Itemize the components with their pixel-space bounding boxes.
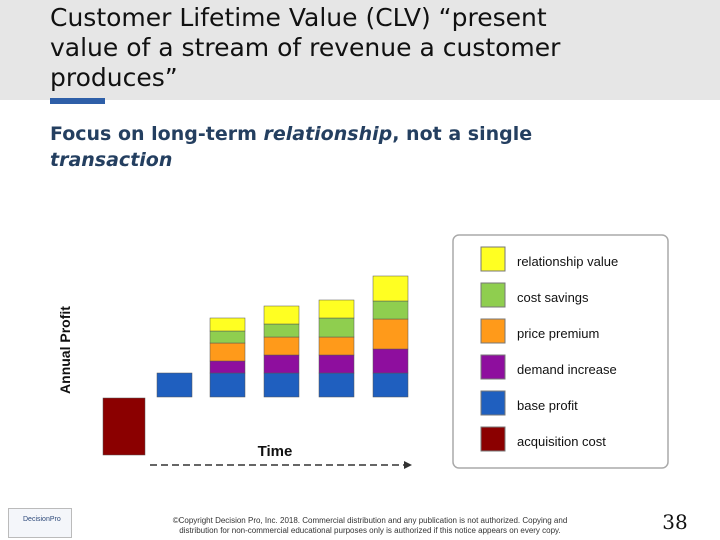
bar-segment	[318, 336, 355, 356]
bar-segment	[318, 299, 355, 319]
page-number: 38	[662, 510, 688, 534]
bar-segment	[372, 318, 409, 350]
title-line: value of a stream of revenue a customer	[50, 33, 561, 62]
arrow-head	[404, 461, 412, 469]
legend-label: cost savings	[517, 290, 589, 305]
logo: DecisionPro	[8, 508, 72, 538]
bar-segment	[372, 300, 409, 320]
subtitle: transaction	[50, 147, 172, 173]
bar-segment	[372, 372, 409, 398]
bar-segment	[209, 317, 246, 332]
legend-swatch	[480, 318, 506, 344]
legend-swatch	[480, 282, 506, 308]
x-axis-label: Time	[258, 443, 293, 460]
legend-swatch	[480, 426, 506, 452]
legend-label: acquisition cost	[517, 434, 606, 449]
copyright-line: ©Copyright Decision Pro, Inc. 2018. Comm…	[172, 516, 568, 525]
subtitle: Focus on long-term relationship, not a s…	[50, 121, 532, 147]
bar-segment	[102, 397, 146, 456]
legend-label: price premium	[517, 326, 599, 341]
legend-label: base profit	[517, 398, 578, 413]
bar-segment	[156, 372, 193, 398]
legend-swatch	[480, 246, 506, 272]
bar-segment	[372, 348, 409, 374]
bar-segment	[263, 372, 300, 398]
legend-swatch	[480, 354, 506, 380]
bar-segment	[318, 317, 355, 338]
y-axis-label: Annual Profit	[57, 306, 73, 394]
bar-segment	[263, 323, 300, 338]
bar-segment	[318, 354, 355, 374]
bar-segment	[263, 305, 300, 325]
bar-segment	[209, 360, 246, 374]
copyright-line: distribution for non-commercial educatio…	[179, 526, 561, 535]
bar-segment	[209, 342, 246, 362]
header-band: Customer Lifetime Value (CLV) “present v…	[0, 0, 720, 100]
subtitle-text: , not a single	[392, 123, 533, 145]
bars	[102, 275, 409, 456]
title-line: produces”	[50, 63, 178, 92]
subtitle-text: Focus on long-term	[50, 123, 264, 145]
subtitle-emphasis: transaction	[50, 149, 173, 171]
legend-box	[452, 234, 669, 469]
bar-segment	[209, 330, 246, 344]
title-line: Customer Lifetime Value (CLV) “present	[50, 3, 547, 32]
copyright: ©Copyright Decision Pro, Inc. 2018. Comm…	[130, 516, 610, 536]
subtitle-emphasis: relationship	[263, 123, 393, 145]
legend-label: relationship value	[517, 254, 618, 269]
bar-segment	[263, 354, 300, 374]
legend-swatch	[480, 390, 506, 416]
logo-text: DecisionPro	[23, 516, 61, 523]
legend-label: demand increase	[517, 362, 617, 377]
bar-segment	[318, 372, 355, 398]
bar-segment	[209, 372, 246, 398]
accent-bar	[50, 98, 105, 104]
bar-segment	[263, 336, 300, 356]
bar-segment	[372, 275, 409, 302]
